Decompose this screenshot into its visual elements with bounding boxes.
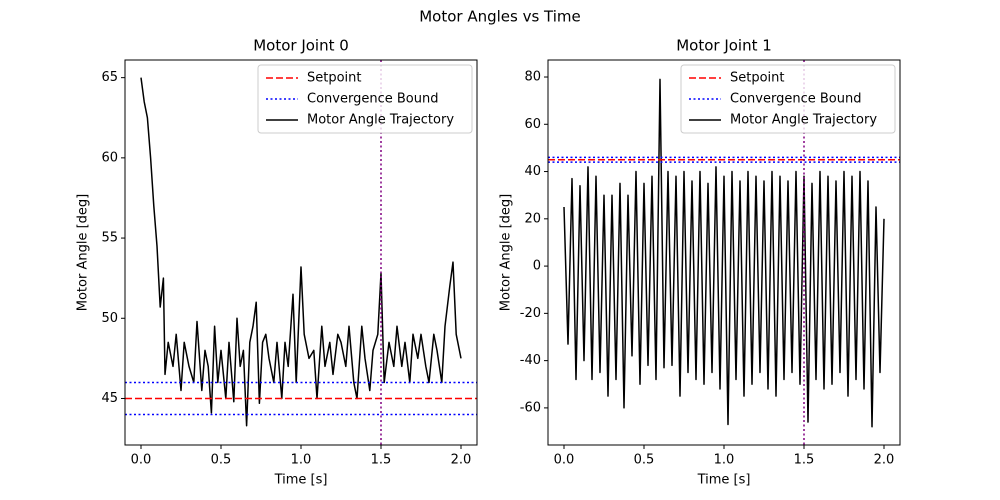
x-tick-label: 2.0 [451,453,472,468]
figure-title: Motor Angles vs Time [419,8,581,26]
subplot-title: Motor Joint 1 [676,37,772,55]
y-tick-label: 20 [524,211,541,226]
legend-label: Setpoint [307,71,362,86]
x-tick-label: 1.5 [794,453,815,468]
y-tick-label: 65 [101,70,118,85]
y-tick-label: -40 [520,353,541,368]
y-tick-label: 0 [533,259,541,274]
trajectory-line [140,77,462,427]
trajectory-line [563,78,885,428]
y-axis-label: Motor Angle [deg] [499,194,514,311]
y-tick-label: 60 [524,117,541,132]
x-tick-label: 1.0 [291,453,312,468]
y-tick-label: 40 [524,164,541,179]
legend-label: Convergence Bound [730,92,861,107]
y-tick-label: 50 [101,311,118,326]
x-axis-label: Time [s] [274,473,328,488]
y-tick-label: -60 [520,400,541,415]
subplot-title: Motor Joint 0 [253,37,349,55]
x-tick-label: 0.5 [634,453,655,468]
plot-area [548,60,900,445]
x-tick-label: 1.5 [371,453,392,468]
legend: Setpoint Convergence Bound Motor Angle Tra… [680,64,896,134]
y-tick-label: 55 [101,231,118,246]
legend-label: Setpoint [730,71,785,86]
legend-label: Convergence Bound [307,92,438,107]
axes-frame [547,59,901,446]
legend-label: Motor Angle Trajectory [730,113,877,128]
y-tick-label: 60 [101,150,118,165]
legend-box [680,64,896,134]
plot-area [125,60,477,445]
axes-frame [124,59,478,446]
legend-box [257,64,473,134]
legend-label: Motor Angle Trajectory [307,113,454,128]
x-tick-label: 0.5 [211,453,232,468]
y-tick-label: 80 [524,70,541,85]
y-tick-label: -20 [520,306,541,321]
y-axis-label: Motor Angle [deg] [76,194,91,311]
x-tick-label: 0.0 [554,453,575,468]
legend: Setpoint Convergence Bound Motor Angle Tra… [257,64,473,134]
x-tick-label: 0.0 [131,453,152,468]
x-axis-label: Time [s] [697,473,751,488]
x-tick-label: 2.0 [874,453,895,468]
x-tick-label: 1.0 [714,453,735,468]
y-tick-label: 45 [101,391,118,406]
